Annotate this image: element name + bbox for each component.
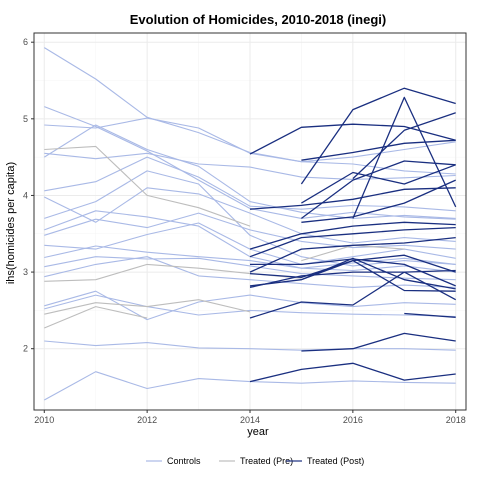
series-line-controls [44,187,456,244]
series-line-controls [44,117,456,163]
series-line-treated-post [249,221,456,250]
series-line-controls [44,156,456,212]
chart-title: Evolution of Homicides, 2010-2018 (inegi… [130,12,386,27]
series-line-controls [44,256,456,288]
series-lines [44,47,457,401]
axis-ticks: 2010 2012 2014 2016 2018 2 3 4 5 6 [23,37,466,425]
legend-label: Controls [167,456,201,466]
series-line-controls [44,290,456,321]
legend-label: Treated (Pre) [240,456,293,466]
series-line-treated-post [301,139,456,161]
series-line-treated-post [352,112,456,180]
legend: Controls Treated (Pre) Treated (Post) [146,456,364,466]
series-line-treated-post [249,271,457,319]
series-line-controls [44,294,456,318]
series-line-treated-post [249,362,456,383]
series-line-controls [44,256,456,281]
series-line-treated-pre [44,145,251,227]
series-line-controls [44,106,456,220]
series-line-treated-post [301,259,456,292]
x-tick-label: 2010 [34,415,54,425]
x-axis-label: year [247,426,269,438]
series-line-treated-post [249,236,456,273]
series-line-treated-post [301,179,456,223]
series-line-treated-post [352,96,457,219]
series-line-controls [44,152,456,180]
series-line-treated-post [249,257,456,290]
series-line-treated-post [404,312,456,318]
legend-label: Treated (Post) [307,456,364,466]
series-line-controls [44,245,456,273]
series-line-treated-post [301,164,456,204]
series-line-treated-post [249,226,456,258]
series-line-controls [44,124,456,219]
y-axis-label: ihs(homicides per capita) [5,162,17,284]
x-tick-label: 2014 [240,415,260,425]
series-line-treated-post [249,123,456,155]
x-tick-label: 2016 [343,415,363,425]
y-tick-label: 2 [23,344,28,354]
series-line-treated-post [249,269,456,289]
series-line-controls [44,212,456,250]
series-line-treated-post [300,87,456,185]
series-line-treated-post [301,332,456,352]
series-line-controls [44,340,456,351]
series-line-treated-pre [44,299,251,315]
x-tick-label: 2018 [446,415,466,425]
y-tick-label: 3 [23,267,28,277]
y-tick-label: 4 [23,190,28,200]
series-line-treated-pre [44,306,148,329]
y-tick-label: 6 [23,37,28,47]
y-tick-label: 5 [23,114,28,124]
series-line-treated-post [249,187,456,210]
x-tick-label: 2012 [137,415,157,425]
series-line-controls [44,47,456,175]
series-line-treated-post [301,160,456,219]
